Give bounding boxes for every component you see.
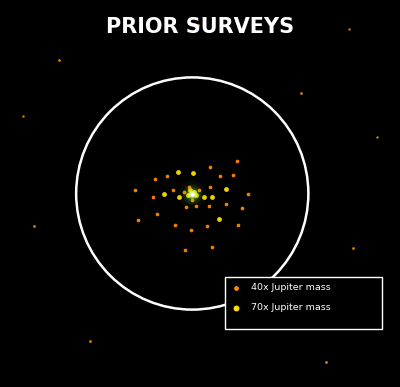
Point: [189, 190, 196, 197]
Point: [298, 90, 304, 96]
Point: [189, 190, 196, 197]
Point: [150, 194, 156, 200]
Point: [346, 26, 352, 32]
Point: [234, 158, 240, 164]
Point: [184, 192, 191, 198]
Point: [350, 245, 356, 251]
Point: [191, 188, 197, 195]
Point: [152, 176, 159, 182]
Point: [193, 203, 199, 209]
Point: [154, 211, 160, 217]
Point: [205, 203, 212, 209]
Point: [187, 187, 194, 194]
Point: [230, 172, 236, 178]
Point: [201, 194, 207, 200]
Point: [182, 204, 189, 210]
Point: [164, 173, 170, 179]
Point: [172, 222, 178, 228]
Point: [195, 22, 201, 28]
Text: Earth orbit: Earth orbit: [256, 306, 311, 316]
Point: [189, 190, 196, 197]
Point: [374, 134, 380, 140]
Text: PRIOR SURVEYS: PRIOR SURVEYS: [106, 17, 294, 38]
Point: [188, 227, 195, 233]
Point: [215, 216, 222, 222]
Point: [322, 359, 329, 365]
Point: [206, 164, 213, 170]
Point: [174, 169, 181, 175]
Text: 40x Jupiter mass: 40x Jupiter mass: [251, 283, 330, 292]
Text: 70x Jupiter mass: 70x Jupiter mass: [251, 303, 330, 312]
Point: [161, 190, 168, 197]
Point: [135, 217, 141, 223]
Point: [189, 190, 196, 197]
Point: [209, 244, 216, 250]
Point: [132, 187, 138, 194]
Point: [238, 205, 245, 211]
Point: [223, 186, 230, 192]
Point: [86, 337, 93, 344]
Point: [20, 113, 26, 119]
Point: [190, 170, 197, 176]
Point: [208, 194, 215, 200]
Point: [245, 191, 252, 197]
Bar: [225, 277, 382, 329]
Point: [223, 200, 230, 207]
Point: [170, 187, 176, 194]
Point: [180, 189, 187, 195]
Point: [204, 223, 210, 229]
Point: [189, 190, 196, 197]
Point: [206, 183, 213, 190]
Point: [189, 190, 196, 197]
Point: [189, 190, 196, 197]
Point: [193, 192, 199, 198]
Point: [189, 197, 196, 204]
Point: [217, 173, 223, 179]
Point: [233, 305, 239, 311]
Point: [176, 194, 182, 200]
Point: [182, 247, 188, 253]
Point: [233, 284, 239, 291]
Point: [189, 190, 196, 197]
Point: [31, 223, 38, 229]
Point: [196, 187, 202, 194]
Point: [235, 222, 241, 228]
Point: [186, 184, 192, 190]
Point: [56, 57, 62, 63]
